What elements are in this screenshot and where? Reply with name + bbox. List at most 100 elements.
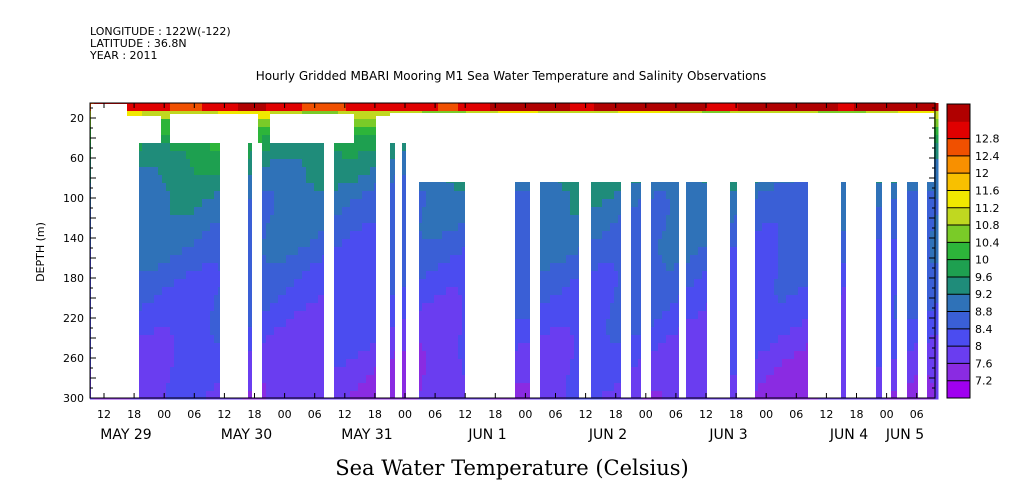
temperature-cell [554,303,559,312]
temperature-cell [182,199,187,208]
temperature-cell [282,159,287,168]
temperature-cell [590,319,595,328]
temperature-cell [434,335,439,344]
temperature-cell [518,383,523,392]
temperature-cell [618,359,623,368]
temperature-cell [390,263,395,272]
temperature-cell [574,199,579,208]
temperature-cell [462,319,467,328]
temperature-cell [598,391,603,400]
temperature-cell [182,255,187,264]
temperature-cell [346,239,351,248]
temperature-cell [618,271,623,280]
temperature-cell [354,319,359,328]
temperature-cell [170,143,175,152]
temperature-cell [314,367,319,376]
temperature-cell [246,271,251,280]
temperature-cell [362,383,367,392]
temperature-cell [154,279,159,288]
temperature-cell [458,223,463,232]
temperature-cell [358,207,363,216]
temperature-cell [590,343,595,352]
temperature-cell [198,239,203,248]
temperature-cell [538,359,543,368]
temperature-cell [198,383,203,392]
temperature-cell [546,367,551,376]
temperature-cell [426,343,431,352]
temperature-cell [338,231,343,240]
temperature-cell [598,207,603,216]
temperature-cell [458,367,463,376]
temperature-cell [366,223,371,232]
temperature-cell [146,239,151,248]
temperature-cell [610,367,615,376]
temperature-cell [214,335,219,344]
temperature-cell [590,255,595,264]
temperature-cell [278,335,283,344]
temperature-cell [546,335,551,344]
temperature-cell [138,383,143,392]
temperature-cell [178,159,183,168]
temperature-cell [434,311,439,320]
temperature-cell [550,223,555,232]
temperature-cell [178,223,183,232]
temperature-cell [338,263,343,272]
temperature-cell [314,383,319,392]
temperature-cell [446,255,451,264]
temperature-cell [138,359,143,368]
temperature-cell [318,311,323,320]
temperature-cell [562,183,567,192]
temperature-cell [190,103,195,112]
temperature-cell [146,351,151,360]
temperature-cell [262,255,267,264]
temperature-cell [454,287,459,296]
temperature-cell [554,199,559,208]
temperature-cell [526,191,531,200]
temperature-cell [546,279,551,288]
temperature-cell [182,279,187,288]
temperature-cell [162,287,167,296]
temperature-cell [550,343,555,352]
temperature-cell [338,391,343,400]
temperature-cell [138,191,143,200]
temperature-cell [474,103,479,112]
temperature-cell [518,271,523,280]
temperature-cell [618,319,623,328]
temperature-cell [162,351,167,360]
temperature-cell [166,303,171,312]
temperature-cell [286,311,291,320]
temperature-cell [182,263,187,272]
temperature-cell [210,271,215,280]
temperature-cell [166,343,171,352]
temperature-cell [182,375,187,384]
temperature-cell [146,295,151,304]
temperature-cell [166,175,171,184]
temperature-cell [446,247,451,256]
temperature-cell [590,247,595,256]
temperature-cell [278,279,283,288]
temperature-cell [346,271,351,280]
temperature-cell [602,287,607,296]
temperature-cell [206,359,211,368]
temperature-cell [138,351,143,360]
temperature-cell [178,351,183,360]
temperature-cell [434,239,439,248]
temperature-cell [354,287,359,296]
temperature-cell [606,223,611,232]
temperature-cell [174,159,179,168]
temperature-cell [354,103,359,112]
temperature-cell [350,263,355,272]
temperature-cell [594,391,599,400]
temperature-cell [286,263,291,272]
temperature-cell [362,287,367,296]
temperature-cell [550,295,555,304]
temperature-cell [422,335,427,344]
temperature-cell [402,351,407,360]
temperature-cell [614,351,619,360]
temperature-cell [354,311,359,320]
temperature-cell [194,263,199,272]
temperature-cell [418,103,423,112]
temperature-cell [194,167,199,176]
temperature-cell [318,335,323,344]
temperature-cell [526,199,531,208]
